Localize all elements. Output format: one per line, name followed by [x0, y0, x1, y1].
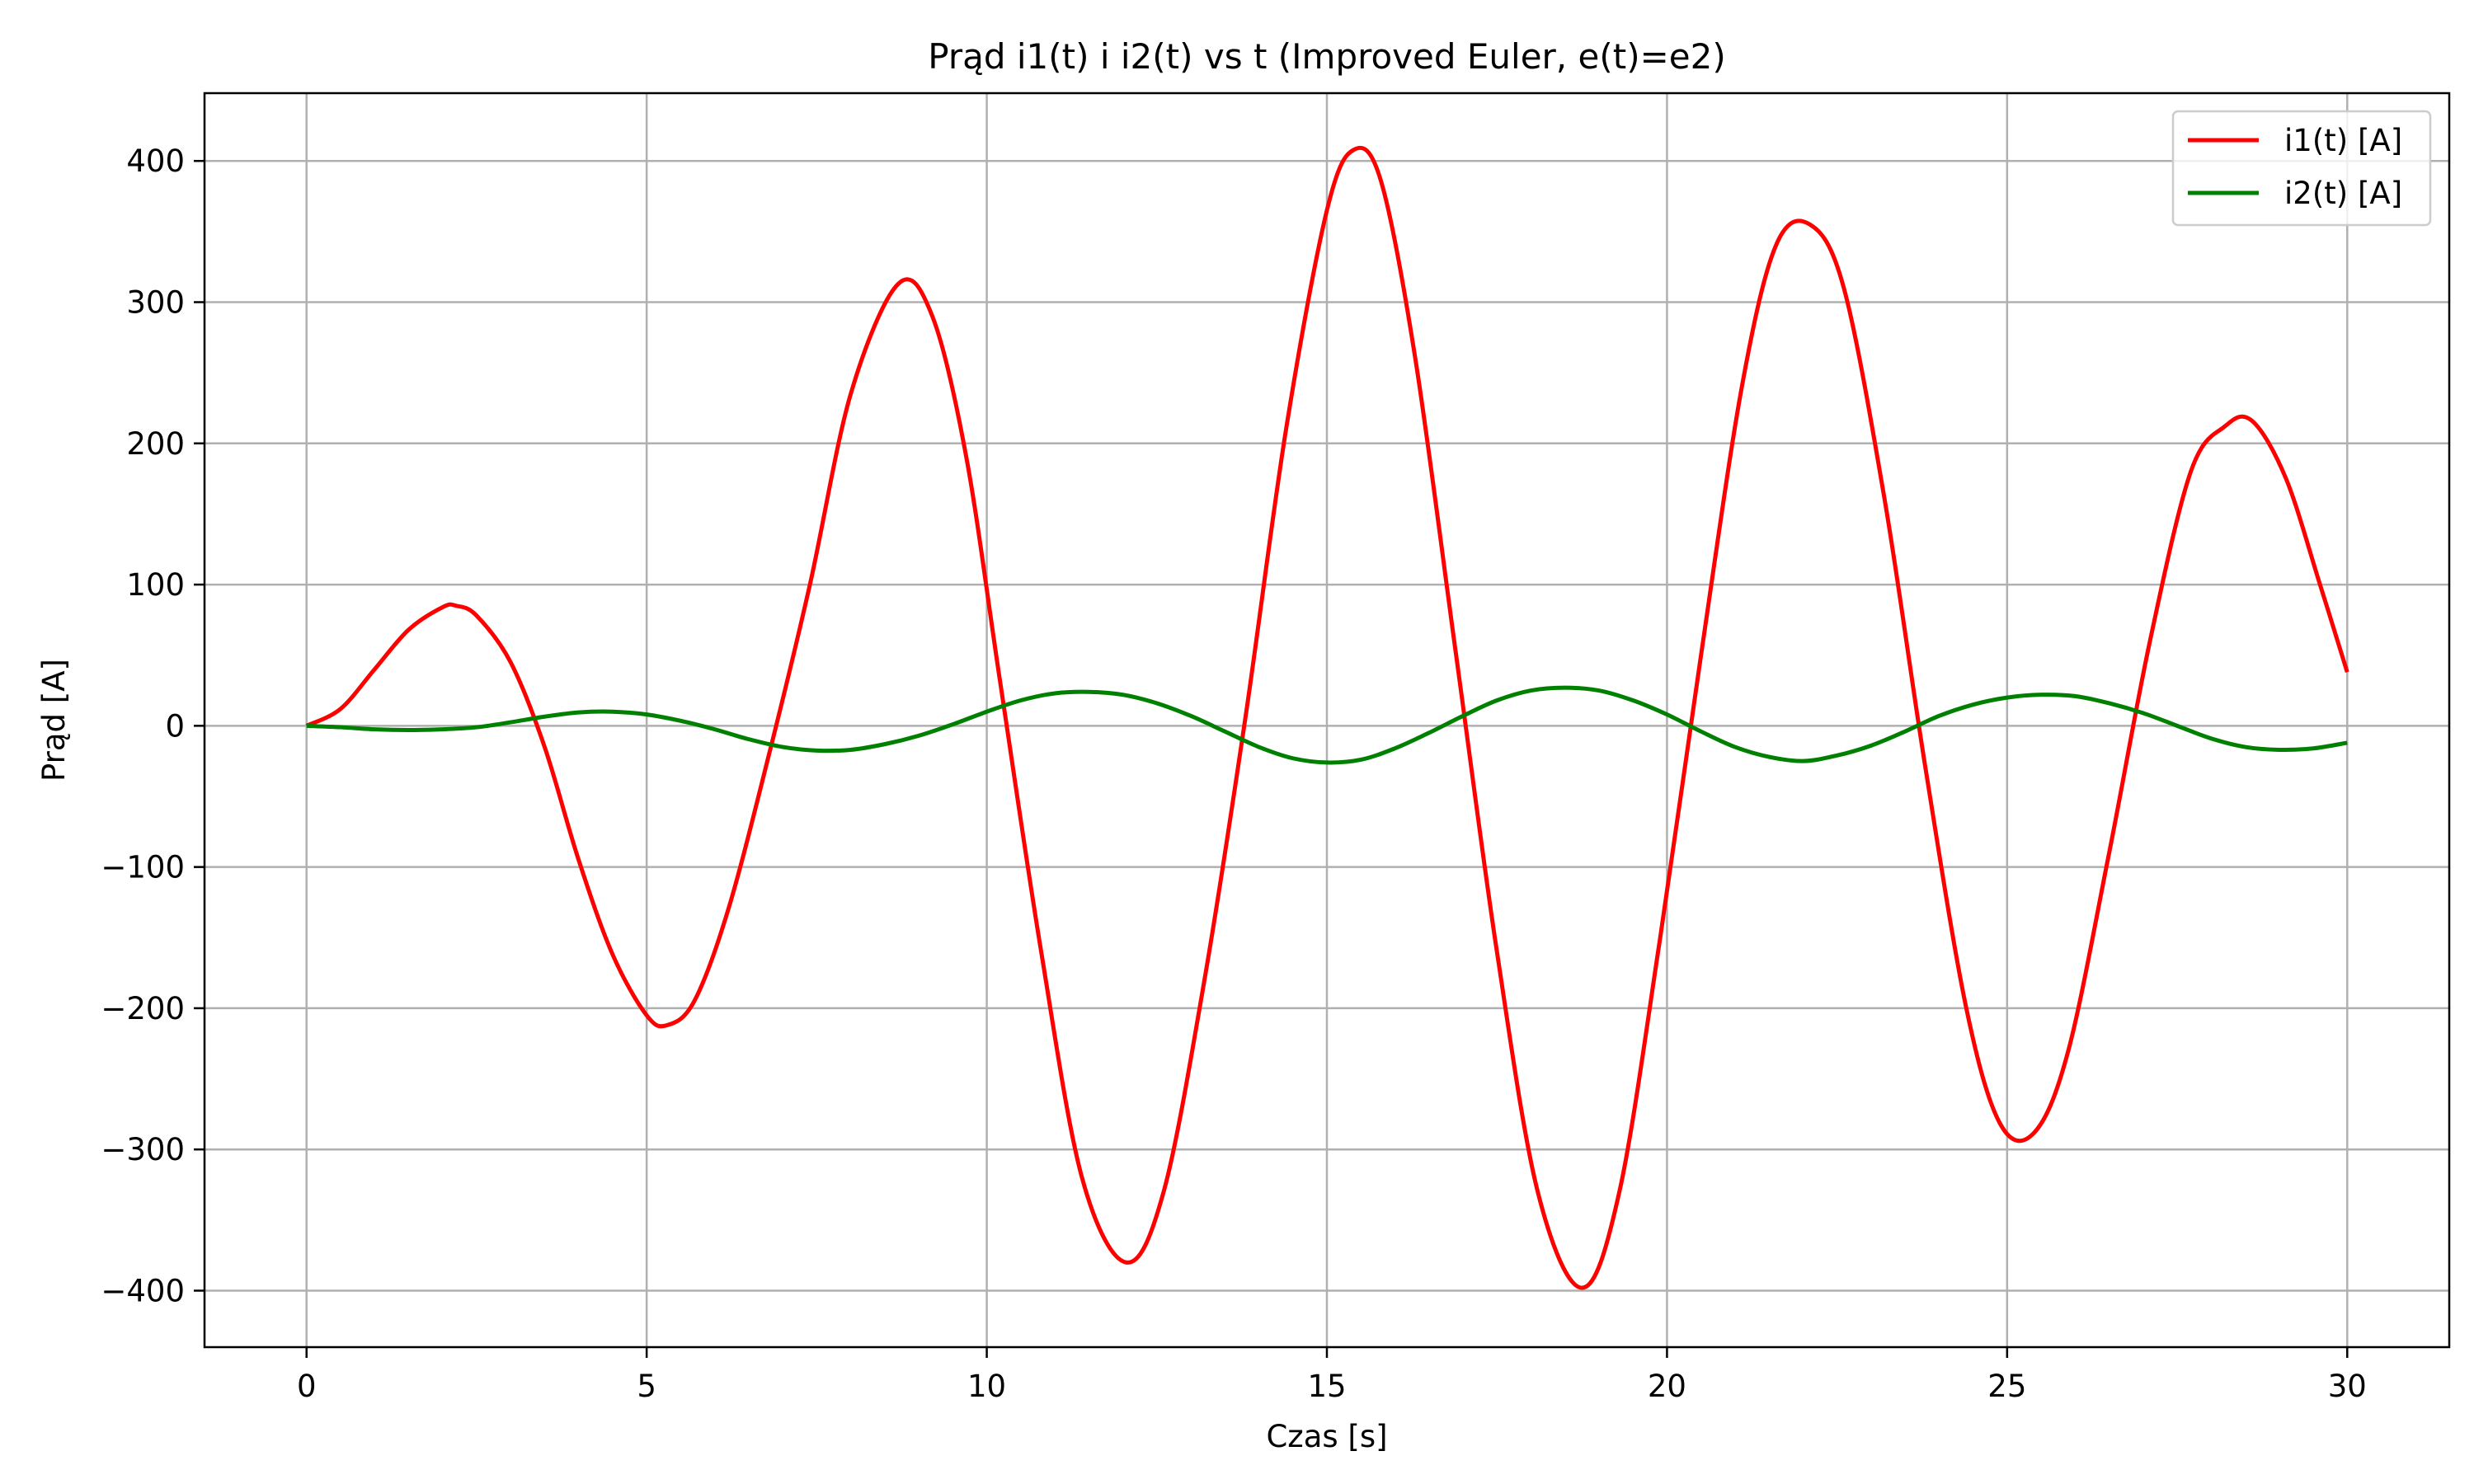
y-tick-label: 400: [126, 143, 185, 179]
y-tick-label: 100: [126, 567, 185, 603]
x-tick-label: 30: [2328, 1369, 2367, 1404]
y-tick-label: −400: [101, 1273, 185, 1308]
x-tick-label: 20: [1648, 1369, 1686, 1404]
x-tick-label: 25: [1987, 1369, 2026, 1404]
chart-title: Prąd i1(t) i i2(t) vs t (Improved Euler,…: [928, 36, 1725, 77]
x-tick-label: 15: [1307, 1369, 1346, 1404]
series-line-1: [305, 145, 2349, 1290]
x-tick-label: 5: [637, 1369, 656, 1404]
y-tick-label: −100: [101, 850, 185, 885]
ticks: 0 5 10 15 20 25 30 400 300 200 100 0 −100 −200 −300 −40…: [101, 143, 2366, 1404]
y-axis-label: Prąd [A]: [36, 659, 72, 782]
y-tick-label: 300: [126, 285, 185, 321]
x-tick-label: 0: [297, 1369, 317, 1404]
x-axis-label: Czas [s]: [1266, 1419, 1387, 1454]
legend-label: i1(t) [A]: [2284, 123, 2402, 158]
y-tick-label: −300: [101, 1132, 185, 1167]
series-layer: [305, 145, 2349, 1290]
y-tick-label: 200: [126, 426, 185, 462]
series-line-2: [306, 685, 2348, 765]
y-tick-label: −200: [101, 991, 185, 1026]
x-tick-label: 10: [967, 1369, 1006, 1404]
legend-label: i2(t) [A]: [2284, 176, 2402, 211]
grid: [205, 93, 2449, 1347]
legend: i1(t) [A] i2(t) [A]: [2171, 110, 2432, 227]
y-tick-label: 0: [165, 708, 185, 744]
